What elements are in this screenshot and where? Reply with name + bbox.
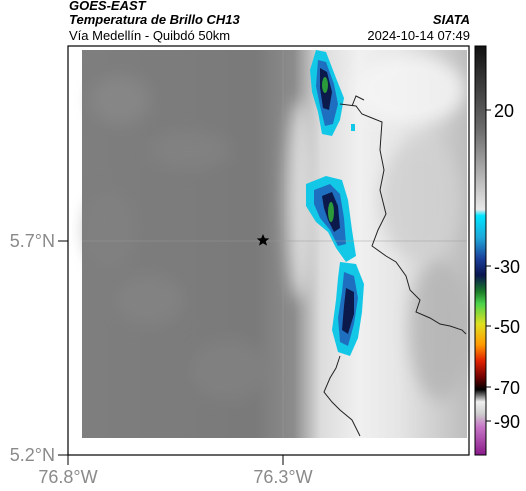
map-axes: 5.7°N 5.2°N 76.8°W 76.3°W [10,231,313,487]
colorbar-tick-label: -90 [494,412,520,432]
lon-tick-label: 76.3°W [253,467,312,487]
cloud-cell-north [310,50,355,136]
timestamp-label: 2024-10-14 07:49 [367,28,470,43]
source-title: GOES-EAST [69,0,146,13]
star-marker [256,234,270,246]
border-line [339,103,467,335]
lat-tick-label: 5.2°N [10,445,55,465]
product-title: Temperatura de Brillo CH13 [69,12,240,27]
organization-label: SIATA [432,12,470,27]
border-line [351,95,365,107]
region-subtitle: Vía Medellín - Quibdó 50km [69,28,231,43]
cloud-cell-central [306,176,356,262]
colorbar-tick-label: -50 [494,317,520,337]
colorbar-tick-label: -70 [494,378,520,398]
lat-tick-label: 5.7°N [10,231,55,251]
colorbar-tick-label: -30 [494,257,520,277]
satellite-map [67,45,470,456]
colorbar-tick-label: 20 [494,101,514,121]
colorbar: 20 -30 -50 -70 -90 [474,45,520,456]
map-frame [67,45,470,456]
colorbar-scale [474,45,487,456]
lon-tick-label: 76.8°W [38,467,97,487]
cloud-cell-south [332,262,364,356]
border-line [323,355,361,437]
